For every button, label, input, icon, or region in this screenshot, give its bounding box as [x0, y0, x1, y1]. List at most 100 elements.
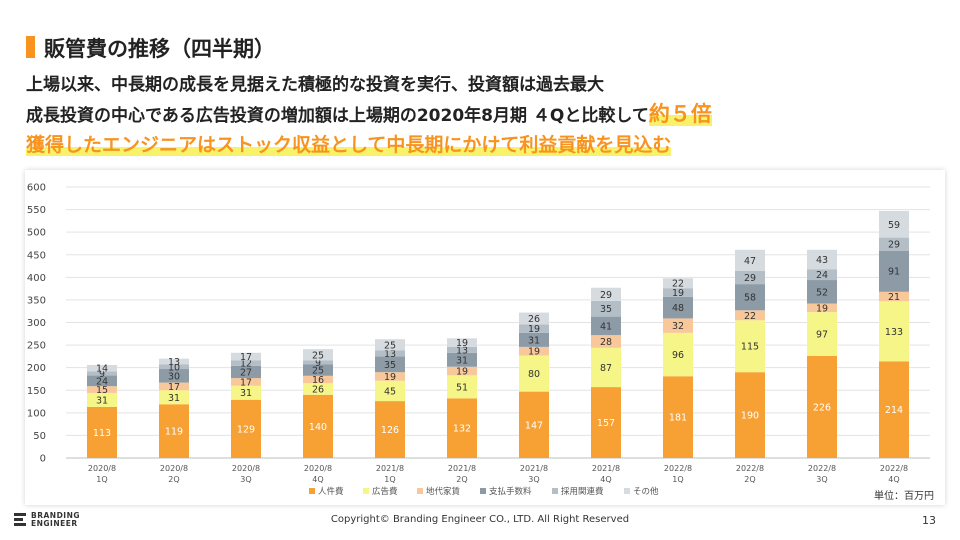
bar-segment	[735, 271, 765, 285]
logo-text: BRANDING ENGINEER	[31, 512, 80, 528]
bar-segment	[591, 316, 621, 336]
bar-segment	[663, 296, 693, 319]
bar-segment	[87, 371, 117, 376]
bar-segment	[591, 335, 621, 348]
x-tick-label-quarter: 4Q	[888, 475, 899, 484]
stacked-bar-chart: 0 50 100 150 200 250 300 350 400 450 500 550 600 113 3…	[27, 183, 930, 497]
bar-segment	[519, 312, 549, 325]
y-tick-label: 150	[27, 386, 46, 397]
data-label: 31	[168, 393, 180, 404]
data-label: 13	[456, 345, 468, 356]
y-tick-label: 100	[27, 408, 46, 419]
data-label: 27	[240, 367, 252, 378]
bar-segment	[303, 364, 333, 376]
data-label: 13	[168, 357, 180, 368]
bar-segment	[375, 350, 405, 357]
bar-segment	[735, 310, 765, 321]
legend-swatch	[480, 488, 486, 494]
headline-line-3: 獲得したエンジニアはストック収益として中長期にかけて利益貢献を見込む	[26, 130, 672, 157]
data-label: 14	[96, 364, 108, 375]
data-label: 43	[816, 255, 828, 266]
bar-segment	[375, 380, 405, 402]
data-label: 132	[453, 424, 471, 435]
data-label: 16	[312, 375, 324, 386]
bar-segment	[447, 352, 477, 367]
legend-swatch	[624, 488, 630, 494]
bar-segment	[735, 249, 765, 272]
bar-segment	[663, 376, 693, 458]
bar-segment	[231, 385, 261, 400]
data-label: 214	[885, 405, 903, 416]
bar-segment	[807, 312, 837, 356]
bar-segment	[303, 375, 333, 384]
bar-segment	[231, 352, 261, 361]
y-tick-label: 500	[27, 228, 46, 239]
bar-segment	[807, 355, 837, 458]
data-label: 19	[384, 372, 396, 383]
data-label: 119	[165, 427, 183, 438]
data-label: 126	[381, 425, 399, 436]
chart-panel: 0 50 100 150 200 250 300 350 400 450 500 550 600 113 3…	[25, 170, 945, 505]
x-tick-label-quarter: 3Q	[816, 475, 827, 484]
bar-segment	[375, 401, 405, 458]
x-tick-label-year: 2020/8	[88, 464, 116, 473]
bar-segment	[303, 360, 333, 365]
data-label: 24	[816, 270, 828, 281]
y-tick-label: 350	[27, 295, 46, 306]
legend-label: 地代家賃	[426, 486, 461, 497]
y-tick-label: 250	[27, 341, 46, 352]
y-tick-label: 50	[33, 431, 46, 442]
bar-segment	[87, 364, 117, 372]
bar-segment	[519, 324, 549, 333]
data-label: 9	[99, 369, 105, 380]
bar-segment	[735, 284, 765, 311]
x-tick-label-quarter: 3Q	[240, 475, 251, 484]
legend-swatch	[309, 488, 315, 494]
bar-segment	[159, 364, 189, 370]
data-label: 12	[240, 359, 252, 370]
x-tick-label-quarter: 1Q	[672, 475, 683, 484]
logo-text-line-2: ENGINEER	[31, 519, 78, 528]
data-label: 31	[528, 335, 540, 346]
headline-line-1: 上場以来、中長期の成長を見据えた積極的な投資を実行、投資額は過去最大	[26, 75, 604, 95]
data-label: 48	[672, 303, 684, 314]
bar-segment	[231, 360, 261, 366]
x-tick-label-year: 2021/8	[376, 464, 404, 473]
data-label: 41	[600, 321, 612, 332]
data-label: 26	[312, 384, 324, 395]
data-label: 10	[168, 362, 180, 373]
bar-segment	[735, 320, 765, 373]
bar-segment	[231, 365, 261, 379]
bar-segment	[519, 355, 549, 392]
y-tick-label: 300	[27, 318, 46, 329]
bar-segment	[807, 303, 837, 313]
data-label: 31	[240, 388, 252, 399]
x-tick-label-year: 2022/8	[880, 464, 908, 473]
data-label: 96	[672, 350, 684, 361]
bar-segment	[807, 269, 837, 281]
y-tick-label: 0	[40, 454, 46, 465]
data-label: 26	[528, 314, 540, 325]
data-label: 190	[741, 411, 759, 422]
data-label: 19	[816, 303, 828, 314]
data-label: 9	[315, 358, 321, 369]
data-label: 35	[384, 360, 396, 371]
data-label: 80	[528, 369, 540, 380]
data-label: 133	[885, 327, 903, 338]
data-label: 58	[744, 293, 756, 304]
data-label: 13	[384, 349, 396, 360]
data-label: 129	[237, 424, 255, 435]
data-label: 31	[456, 355, 468, 366]
x-tick-label-quarter: 1Q	[384, 475, 395, 484]
data-label: 19	[672, 288, 684, 299]
bar-segment	[375, 339, 405, 351]
data-label: 52	[816, 287, 828, 298]
x-tick-label-quarter: 3Q	[528, 475, 539, 484]
bar-segment	[231, 399, 261, 458]
bar-segment	[663, 332, 693, 377]
data-label: 35	[600, 304, 612, 315]
data-label: 157	[597, 418, 615, 429]
data-label: 25	[312, 350, 324, 361]
data-label: 15	[96, 385, 108, 396]
bar-segment	[159, 382, 189, 391]
